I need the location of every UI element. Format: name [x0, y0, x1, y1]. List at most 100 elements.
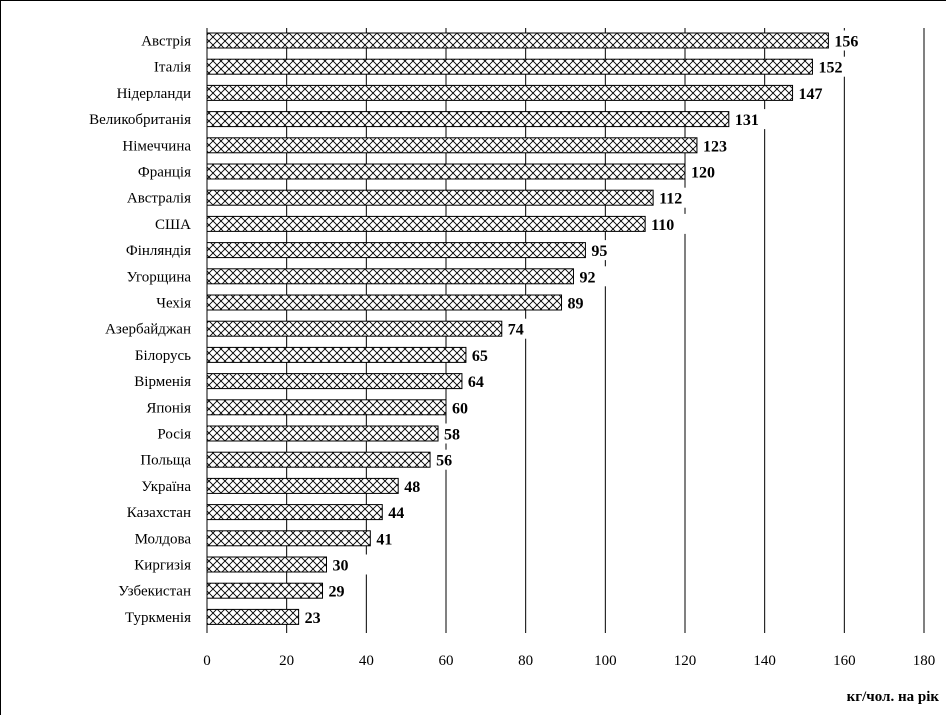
value-label-backing	[502, 318, 543, 339]
data-label: 60	[452, 400, 468, 417]
bar	[206, 399, 447, 416]
x-tick-label: 40	[359, 653, 374, 669]
category-label: Росія	[157, 427, 191, 443]
x-tick-label: 80	[518, 653, 533, 669]
value-label-backing	[686, 161, 726, 182]
x-tick-label: 180	[913, 653, 936, 669]
bar	[206, 215, 646, 232]
category-label: Азербайджан	[105, 322, 191, 338]
data-label: 95	[591, 243, 607, 260]
bar	[206, 242, 586, 259]
value-label-backing	[466, 344, 507, 365]
data-label: 29	[329, 584, 345, 601]
bar	[206, 58, 813, 75]
data-label: 156	[834, 34, 858, 51]
value-label-backing	[447, 397, 487, 418]
bar	[206, 608, 300, 625]
x-tick-label: 120	[674, 653, 697, 669]
category-label: Фінляндія	[126, 243, 191, 259]
value-label-backing	[793, 82, 834, 103]
data-label: 44	[388, 505, 404, 522]
bar	[206, 451, 431, 468]
bar	[206, 556, 327, 573]
bar	[206, 425, 439, 442]
data-label: 110	[651, 217, 674, 234]
category-label: Польща	[140, 453, 191, 469]
category-label: Франція	[138, 165, 191, 181]
x-tick-label: 60	[439, 653, 454, 669]
data-label: 48	[404, 479, 420, 496]
category-labels: Австрія Італія Нідерланди Великобританія Нім…	[89, 34, 191, 626]
data-label: 30	[333, 558, 349, 575]
category-label: Австралія	[127, 191, 191, 207]
x-tick-label: 160	[833, 653, 856, 669]
data-label: 89	[568, 296, 584, 313]
x-tick-label: 0	[203, 653, 211, 669]
category-label: Білорусь	[135, 348, 191, 364]
category-label: США	[155, 217, 191, 233]
category-label: Нідерланди	[117, 86, 191, 102]
bar	[206, 346, 467, 363]
value-label-backing	[829, 30, 870, 51]
bar	[206, 530, 371, 547]
x-tick-labels: 0 20 40 60 80 100 120 140 160 180	[203, 653, 935, 669]
value-label-backing	[562, 292, 603, 313]
value-label-backing	[327, 554, 368, 575]
category-label: Великобританія	[89, 112, 191, 128]
value-label-backing	[697, 135, 738, 156]
data-label: 56	[436, 453, 452, 470]
data-label: 152	[818, 60, 842, 77]
value-label-backing	[654, 187, 695, 208]
value-label-backing	[646, 213, 687, 234]
category-label: Німеччина	[122, 138, 191, 154]
bar	[206, 163, 686, 180]
bar	[206, 504, 383, 521]
category-label: Молдова	[135, 531, 192, 547]
value-label-backing	[371, 528, 412, 549]
category-label: Узбекистан	[118, 584, 191, 600]
data-label: 123	[703, 138, 727, 155]
category-label: Туркменія	[125, 610, 191, 626]
bar	[206, 582, 324, 599]
bar	[206, 373, 463, 390]
category-label: Україна	[141, 479, 191, 495]
category-label: Італія	[154, 60, 191, 76]
value-label-backing	[729, 109, 770, 130]
x-tick-label: 20	[279, 653, 294, 669]
data-label: 23	[305, 610, 321, 627]
category-label: Чехія	[156, 296, 191, 312]
value-label-backing	[574, 266, 615, 287]
data-label: 147	[799, 86, 823, 103]
x-axis-label: кг/чол. на рік	[847, 689, 940, 705]
category-label: Киргизія	[134, 558, 191, 574]
category-label: Вірменія	[134, 374, 191, 390]
bar	[206, 320, 503, 337]
value-label-backing	[586, 240, 627, 261]
data-label: 131	[735, 112, 759, 129]
bars	[206, 30, 870, 627]
value-label-backing	[383, 502, 424, 523]
x-tick-label: 100	[594, 653, 617, 669]
value-label-backing	[299, 606, 340, 627]
data-label: 65	[472, 348, 488, 365]
bar	[206, 111, 730, 128]
data-label: 58	[444, 427, 460, 444]
value-label-backing	[399, 475, 440, 496]
data-label: 74	[508, 322, 524, 339]
category-label: Австрія	[141, 34, 191, 50]
bar	[206, 268, 574, 285]
x-tick-label: 140	[753, 653, 776, 669]
bar	[206, 84, 794, 101]
bar	[206, 189, 654, 206]
bar	[206, 294, 563, 311]
value-label-backing	[431, 449, 472, 470]
value-label-backing	[462, 371, 503, 392]
bar	[206, 477, 399, 494]
value-label-backing	[813, 56, 854, 77]
bar	[206, 137, 698, 154]
bar	[206, 32, 829, 49]
category-label: Казахстан	[127, 505, 191, 521]
